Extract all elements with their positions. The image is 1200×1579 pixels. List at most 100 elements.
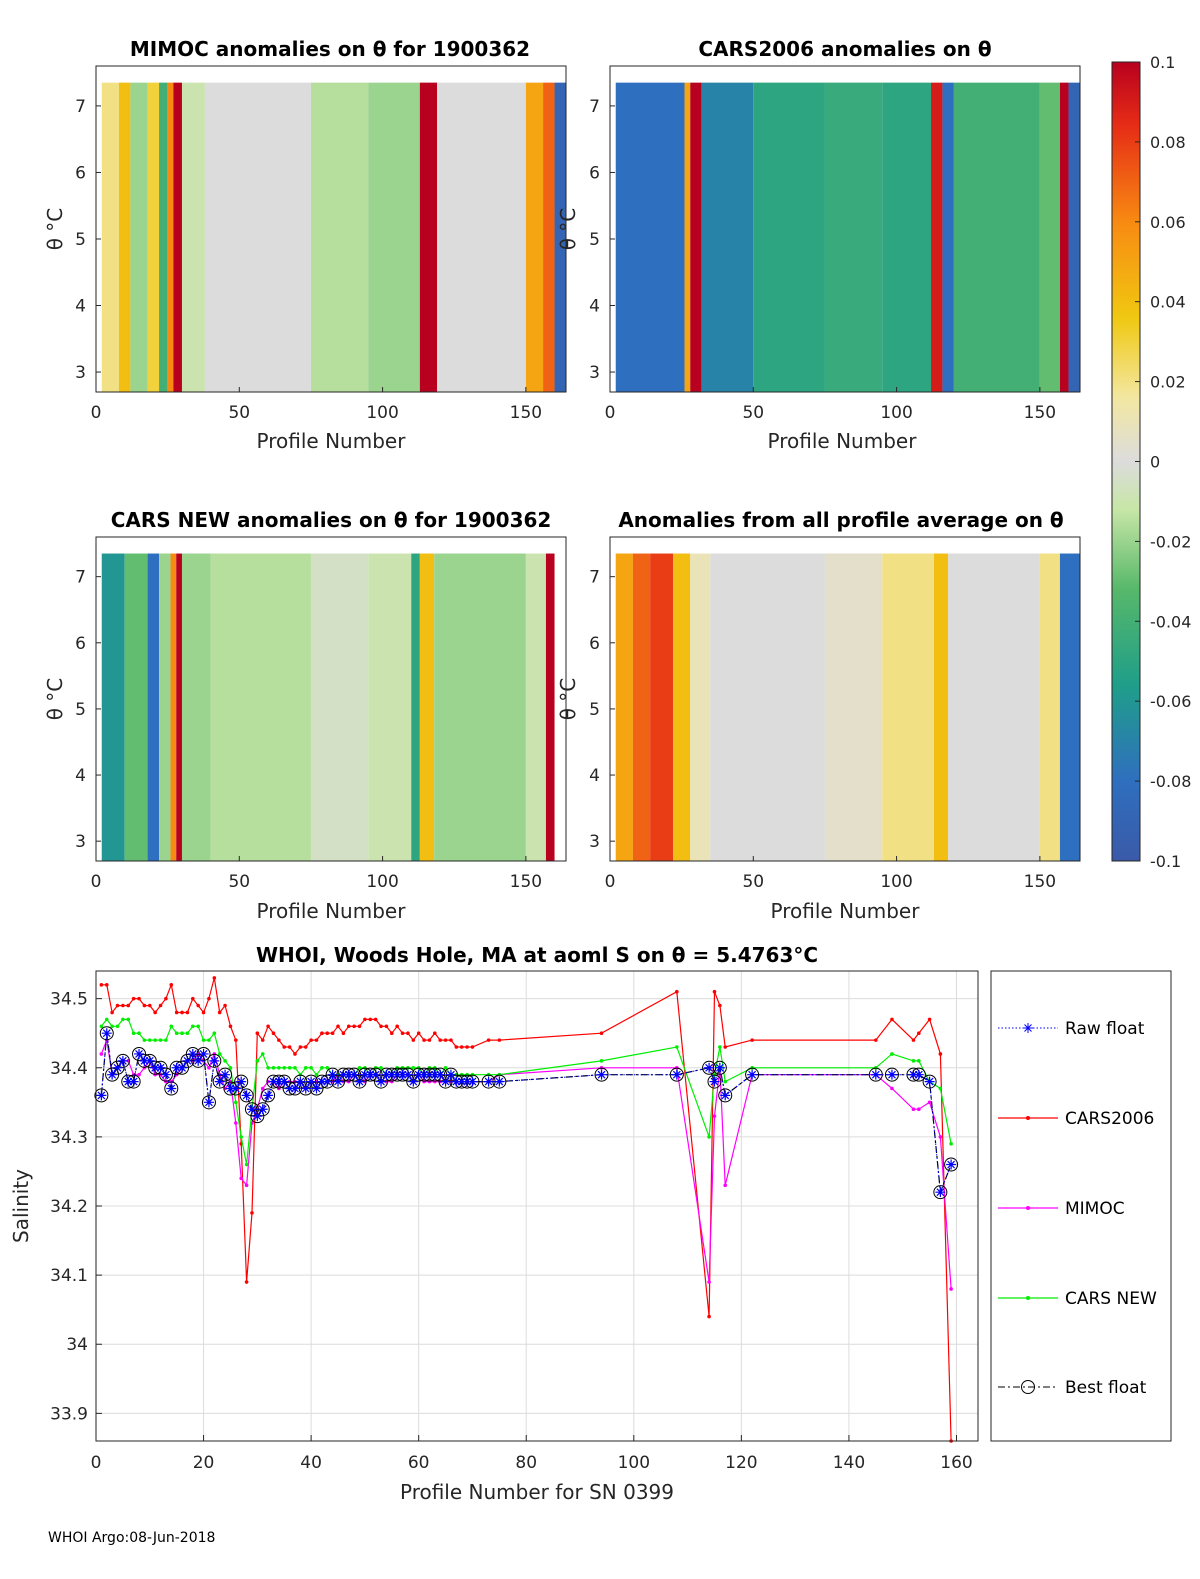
point-cars2006 (486, 1038, 491, 1042)
ytick-label: 33.9 (50, 1404, 88, 1424)
point-raw-float (327, 1069, 338, 1080)
point-raw-float (236, 1076, 247, 1087)
point-raw-float (246, 1104, 257, 1115)
point-cars-new (137, 1031, 141, 1036)
heat-band-8 (942, 82, 954, 392)
point-cars-new (147, 1038, 152, 1042)
heat-band-11 (419, 553, 435, 861)
panel-title-salinity: WHOI, Woods Hole, MA at aoml S on θ = 5.… (256, 943, 818, 967)
panel-cars2006: CARS2006 anomalies on θ 0 50 100 150 76543 … (556, 37, 1081, 453)
point-cars-new (153, 1038, 157, 1042)
point-cars2006 (330, 1031, 335, 1036)
point-raw-float (155, 1062, 166, 1073)
point-mimoc (207, 1065, 211, 1070)
heat-band-10 (1039, 82, 1060, 392)
point-cars2006 (164, 996, 168, 1001)
point-cars2006 (223, 1003, 227, 1008)
point-cars-new (599, 1059, 604, 1063)
point-cars2006 (346, 1024, 351, 1029)
point-cars-new (917, 1059, 921, 1063)
ytick-label: 5 (75, 230, 86, 250)
heat-band-0 (101, 553, 125, 861)
point-raw-float (349, 1069, 360, 1080)
point-cars2006 (723, 1045, 728, 1049)
point-best-float (99, 1026, 114, 1041)
xtick-label: 50 (742, 403, 764, 423)
point-raw-float (139, 1055, 150, 1066)
point-mimoc (99, 1052, 104, 1056)
point-cars-new (320, 1065, 324, 1070)
point-best-float (745, 1067, 760, 1082)
point-raw-float (413, 1069, 424, 1080)
xticks-mimoc: 0 50 100 150 (91, 387, 542, 423)
point-cars-new (911, 1059, 916, 1063)
point-raw-float (306, 1076, 317, 1087)
point-cars-new (99, 1024, 104, 1029)
point-cars-new (180, 1031, 184, 1036)
point-cars-new (293, 1065, 297, 1070)
point-cars-new (142, 1038, 147, 1042)
point-cars2006 (874, 1038, 878, 1042)
point-raw-float (494, 1076, 505, 1087)
point-best-float (110, 1060, 125, 1075)
xtick-label: 0 (91, 872, 102, 892)
point-cars2006 (890, 1017, 894, 1022)
point-cars-new (223, 1059, 227, 1063)
point-raw-float (392, 1069, 403, 1080)
point-raw-float (225, 1083, 236, 1094)
point-cars-new (675, 1045, 679, 1049)
point-cars2006 (207, 996, 211, 1001)
point-raw-float (462, 1076, 473, 1087)
point-cars-new (244, 1162, 249, 1167)
heat-band-8 (310, 553, 369, 861)
heat-band-12 (1068, 82, 1080, 392)
heat-band-3 (147, 82, 160, 392)
point-raw-float (671, 1069, 682, 1080)
point-cars2006 (212, 976, 217, 980)
xtick-label: 60 (408, 1453, 430, 1473)
point-raw-float (203, 1097, 214, 1108)
heat-band-9 (310, 82, 369, 392)
yticks-cars-new: 7 6 5 4 3 (75, 568, 101, 852)
point-raw-float (107, 1069, 118, 1080)
point-cars2006 (180, 1010, 184, 1015)
point-cars-new (949, 1141, 953, 1146)
ylabel-cars-new: θ °C (43, 678, 67, 721)
point-raw-float (709, 1076, 720, 1087)
colorbar-tick-label: 0 (1150, 453, 1160, 472)
colorbar-tick-label: 0.06 (1150, 213, 1186, 232)
point-raw-float (144, 1055, 155, 1066)
xtick-label: 100 (880, 403, 912, 423)
point-cars-new (282, 1065, 287, 1070)
point-cars2006 (217, 1010, 222, 1015)
heat-band-12 (434, 553, 526, 861)
point-cars-new (255, 1059, 260, 1063)
ytick-label: 6 (75, 634, 86, 654)
ylabel-cars2006: θ °C (556, 208, 580, 251)
point-mimoc (239, 1176, 244, 1181)
point-mimoc (917, 1107, 921, 1112)
legend-marker-cars2006 (1026, 1116, 1030, 1120)
point-raw-float (209, 1055, 220, 1066)
yticks-mimoc: 7 6 5 4 3 (75, 97, 101, 383)
heat-band-5 (167, 82, 174, 392)
point-mimoc (890, 1086, 894, 1091)
point-cars2006 (255, 1031, 260, 1036)
axes-box-cars2006 (609, 65, 1081, 393)
ytick-label: 3 (75, 363, 86, 383)
point-raw-float (429, 1069, 440, 1080)
panel-title-profile-avg: Anomalies from all profile average on θ (618, 508, 1063, 532)
point-cars2006 (470, 1045, 475, 1049)
point-cars2006 (147, 1003, 152, 1008)
point-best-float (164, 1081, 179, 1096)
point-cars-new (271, 1065, 276, 1070)
point-cars2006 (115, 1003, 120, 1008)
xtick-label: 0 (605, 403, 616, 423)
point-cars-new (357, 1065, 362, 1070)
point-cars-new (309, 1065, 313, 1070)
point-raw-float (177, 1062, 188, 1073)
ytick-label: 6 (75, 163, 86, 183)
point-raw-float (343, 1069, 354, 1080)
legend-marker-raw-float (1023, 1023, 1033, 1033)
